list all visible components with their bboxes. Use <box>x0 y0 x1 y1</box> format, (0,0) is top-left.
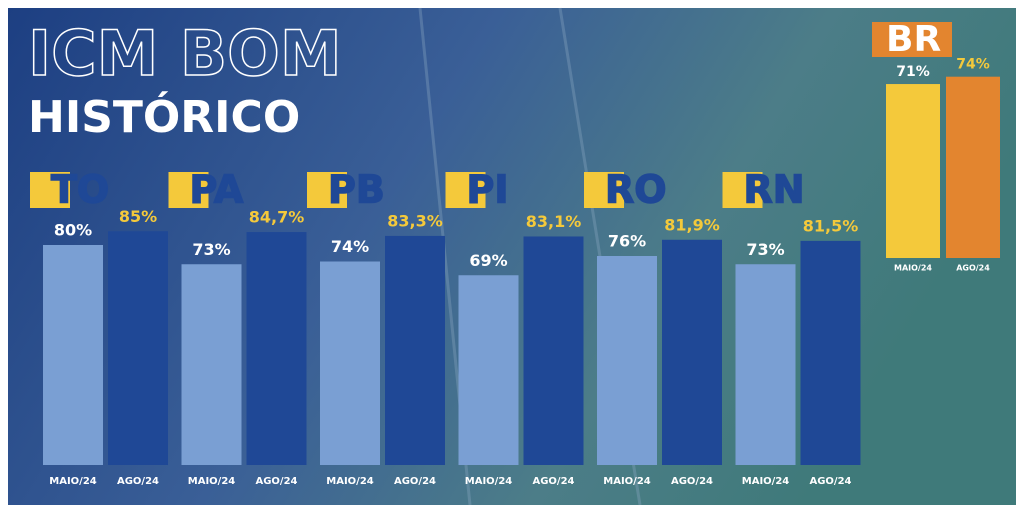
state-tag: PA <box>190 168 244 212</box>
state-tag: RO <box>605 168 667 212</box>
bar <box>108 231 168 465</box>
br-tag-bg <box>872 22 952 57</box>
bar-label: AGO/24 <box>117 476 159 487</box>
bar <box>320 261 380 465</box>
value-label: 69% <box>469 251 507 270</box>
bar-label: MAIO/24 <box>49 476 97 487</box>
subtitle: HISTÓRICO <box>28 90 300 143</box>
state-tag-bg <box>168 172 209 208</box>
bar-label: AGO/24 <box>255 476 297 487</box>
state-tag-bg <box>584 172 624 208</box>
bar <box>385 235 445 465</box>
value-label: 74% <box>331 237 369 256</box>
value-label: 80% <box>54 221 92 240</box>
bar-label: AGO/24 <box>394 476 436 487</box>
bar <box>597 256 657 465</box>
value-label: 71% <box>896 64 930 80</box>
value-label: 81,9% <box>664 215 720 234</box>
value-label: 73% <box>746 240 784 259</box>
value-label: 76% <box>608 232 646 251</box>
state-tag: PB <box>328 168 385 212</box>
state-tag-bg <box>30 172 70 208</box>
value-label: 74% <box>956 57 990 73</box>
bar <box>735 264 796 465</box>
bar <box>523 236 584 465</box>
bar-label: MAIO/24 <box>894 264 932 273</box>
value-label: 83,1% <box>526 212 582 231</box>
bar-label: AGO/24 <box>956 264 990 273</box>
bar <box>246 232 307 465</box>
state-tag-bg <box>307 172 347 208</box>
value-label: 84,7% <box>249 208 305 227</box>
bar <box>800 240 861 465</box>
bar <box>662 239 722 465</box>
bar <box>886 84 940 258</box>
bar <box>458 275 519 465</box>
br-tag: BR <box>886 19 941 60</box>
bar <box>43 245 103 465</box>
state-tag: RN <box>744 168 805 212</box>
value-label: 81,5% <box>803 216 859 235</box>
bar <box>181 264 242 465</box>
value-label: 73% <box>192 240 230 259</box>
title: ICM BOM <box>28 17 342 90</box>
value-label: 85% <box>119 207 157 226</box>
bar-label: AGO/24 <box>671 476 713 487</box>
bar-label: MAIO/24 <box>326 476 374 487</box>
state-tag: PI <box>467 168 509 212</box>
bar-label: MAIO/24 <box>465 476 513 487</box>
state-tag: TO <box>51 168 109 212</box>
bar-label: MAIO/24 <box>742 476 790 487</box>
state-tag-bg <box>445 172 486 208</box>
bar-label: AGO/24 <box>809 476 851 487</box>
bar-label: AGO/24 <box>532 476 574 487</box>
bar <box>946 76 1000 258</box>
bar-label: MAIO/24 <box>188 476 236 487</box>
value-label: 83,3% <box>387 211 443 230</box>
bar-label: MAIO/24 <box>603 476 651 487</box>
state-tag-bg <box>722 172 763 208</box>
